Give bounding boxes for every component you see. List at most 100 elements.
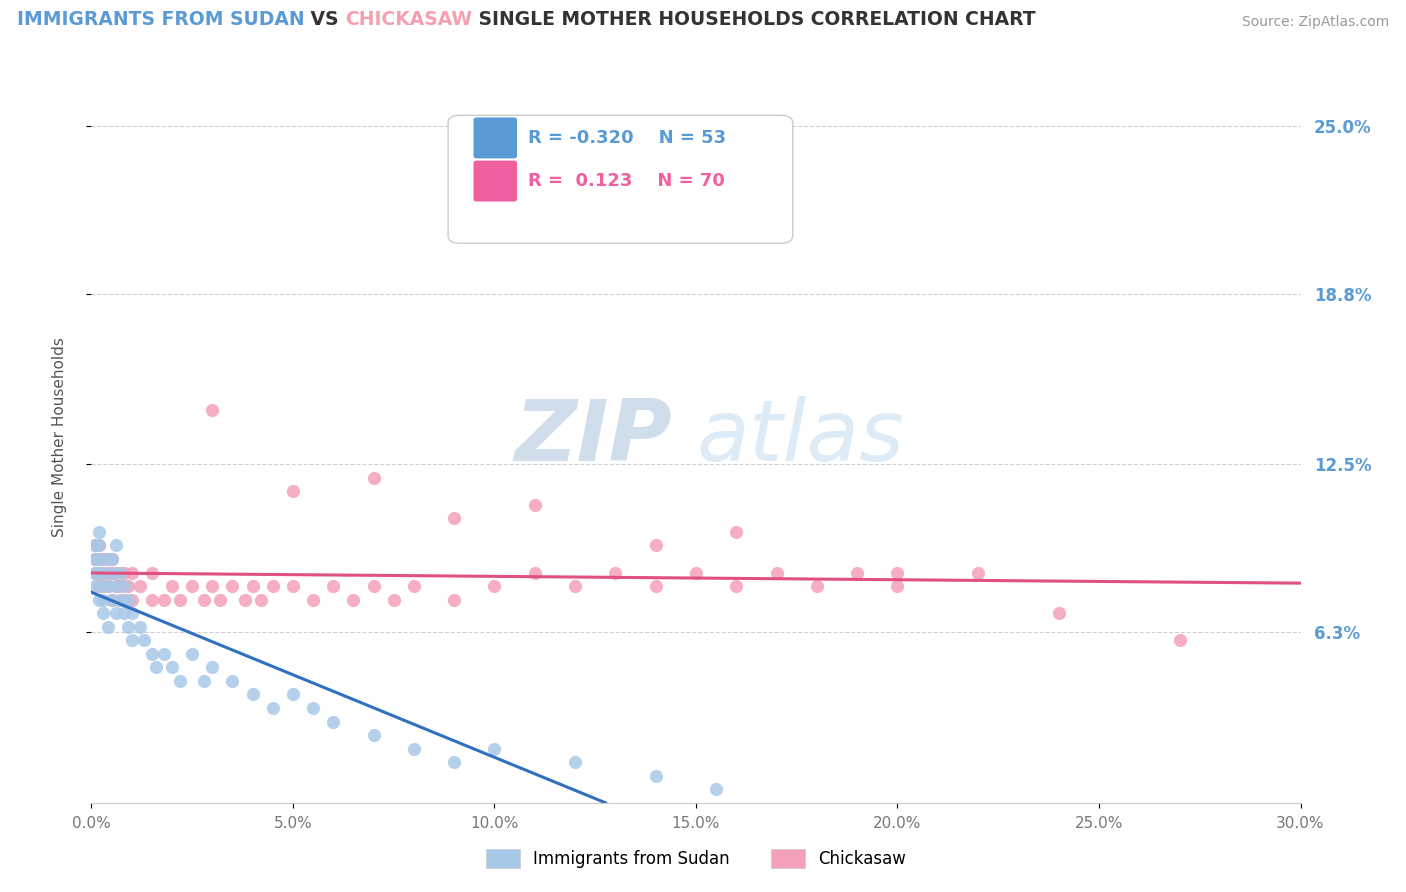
- Point: [242, 579, 264, 593]
- Point: [181, 647, 204, 661]
- Point: [1047, 606, 1070, 620]
- Point: [104, 579, 127, 593]
- Point: [96, 579, 118, 593]
- Point: [96, 579, 118, 593]
- Point: [89, 552, 111, 566]
- Point: [967, 566, 990, 580]
- Point: [402, 741, 425, 756]
- Point: [160, 660, 183, 674]
- Point: [153, 592, 176, 607]
- Point: [104, 538, 127, 552]
- Point: [117, 620, 139, 634]
- Point: [96, 620, 118, 634]
- Point: [484, 741, 506, 756]
- Point: [281, 688, 304, 702]
- Point: [89, 579, 111, 593]
- Point: [93, 579, 115, 593]
- Point: [644, 538, 666, 552]
- Point: [322, 714, 344, 729]
- Point: [117, 579, 139, 593]
- Point: [84, 538, 107, 552]
- Point: [443, 592, 465, 607]
- Point: [193, 673, 215, 688]
- Point: [201, 579, 224, 593]
- Point: [806, 579, 828, 593]
- Point: [93, 592, 115, 607]
- Point: [363, 728, 385, 742]
- Point: [117, 592, 139, 607]
- Point: [84, 579, 107, 593]
- Point: [281, 579, 304, 593]
- Point: [100, 552, 122, 566]
- Text: IMMIGRANTS FROM SUDAN: IMMIGRANTS FROM SUDAN: [17, 10, 305, 29]
- Point: [89, 592, 111, 607]
- Point: [93, 579, 115, 593]
- Point: [523, 498, 546, 512]
- Point: [141, 647, 163, 661]
- Point: [112, 579, 135, 593]
- Point: [169, 673, 191, 688]
- Text: CHICKASAW: CHICKASAW: [346, 10, 472, 29]
- FancyBboxPatch shape: [449, 115, 793, 244]
- Point: [89, 524, 111, 539]
- Point: [725, 524, 748, 539]
- Point: [108, 579, 131, 593]
- Point: [262, 579, 284, 593]
- Point: [121, 566, 143, 580]
- Point: [644, 579, 666, 593]
- Point: [201, 403, 224, 417]
- Point: [108, 566, 131, 580]
- Point: [128, 579, 150, 593]
- Point: [302, 592, 325, 607]
- Point: [112, 566, 135, 580]
- Point: [443, 755, 465, 769]
- Point: [84, 552, 107, 566]
- Legend: Immigrants from Sudan, Chickasaw: Immigrants from Sudan, Chickasaw: [479, 842, 912, 875]
- Point: [84, 566, 107, 580]
- Point: [84, 552, 107, 566]
- Point: [201, 660, 224, 674]
- Point: [1168, 633, 1191, 648]
- Point: [281, 484, 304, 499]
- Point: [846, 566, 869, 580]
- Text: VS: VS: [305, 10, 346, 29]
- Point: [564, 755, 586, 769]
- Point: [84, 538, 107, 552]
- Point: [644, 769, 666, 783]
- Point: [221, 579, 243, 593]
- Point: [725, 579, 748, 593]
- Point: [100, 592, 122, 607]
- Point: [704, 782, 727, 797]
- Point: [108, 592, 131, 607]
- Point: [233, 592, 256, 607]
- Point: [93, 552, 115, 566]
- Point: [100, 592, 122, 607]
- Point: [160, 579, 183, 593]
- FancyBboxPatch shape: [474, 161, 517, 202]
- Point: [108, 592, 131, 607]
- Point: [153, 647, 176, 661]
- Point: [96, 566, 118, 580]
- Point: [84, 566, 107, 580]
- Point: [765, 566, 787, 580]
- Point: [121, 592, 143, 607]
- FancyBboxPatch shape: [474, 118, 517, 159]
- Point: [363, 471, 385, 485]
- Point: [100, 566, 122, 580]
- Point: [169, 592, 191, 607]
- Point: [605, 566, 627, 580]
- Y-axis label: Single Mother Households: Single Mother Households: [52, 337, 67, 537]
- Point: [128, 620, 150, 634]
- Point: [89, 538, 111, 552]
- Point: [402, 579, 425, 593]
- Point: [141, 592, 163, 607]
- Point: [89, 538, 111, 552]
- Point: [484, 579, 506, 593]
- Point: [121, 606, 143, 620]
- Text: SINGLE MOTHER HOUSEHOLDS CORRELATION CHART: SINGLE MOTHER HOUSEHOLDS CORRELATION CHA…: [472, 10, 1036, 29]
- Point: [96, 552, 118, 566]
- Text: ZIP: ZIP: [515, 395, 672, 479]
- Text: Source: ZipAtlas.com: Source: ZipAtlas.com: [1241, 14, 1389, 29]
- Point: [104, 606, 127, 620]
- Point: [93, 606, 115, 620]
